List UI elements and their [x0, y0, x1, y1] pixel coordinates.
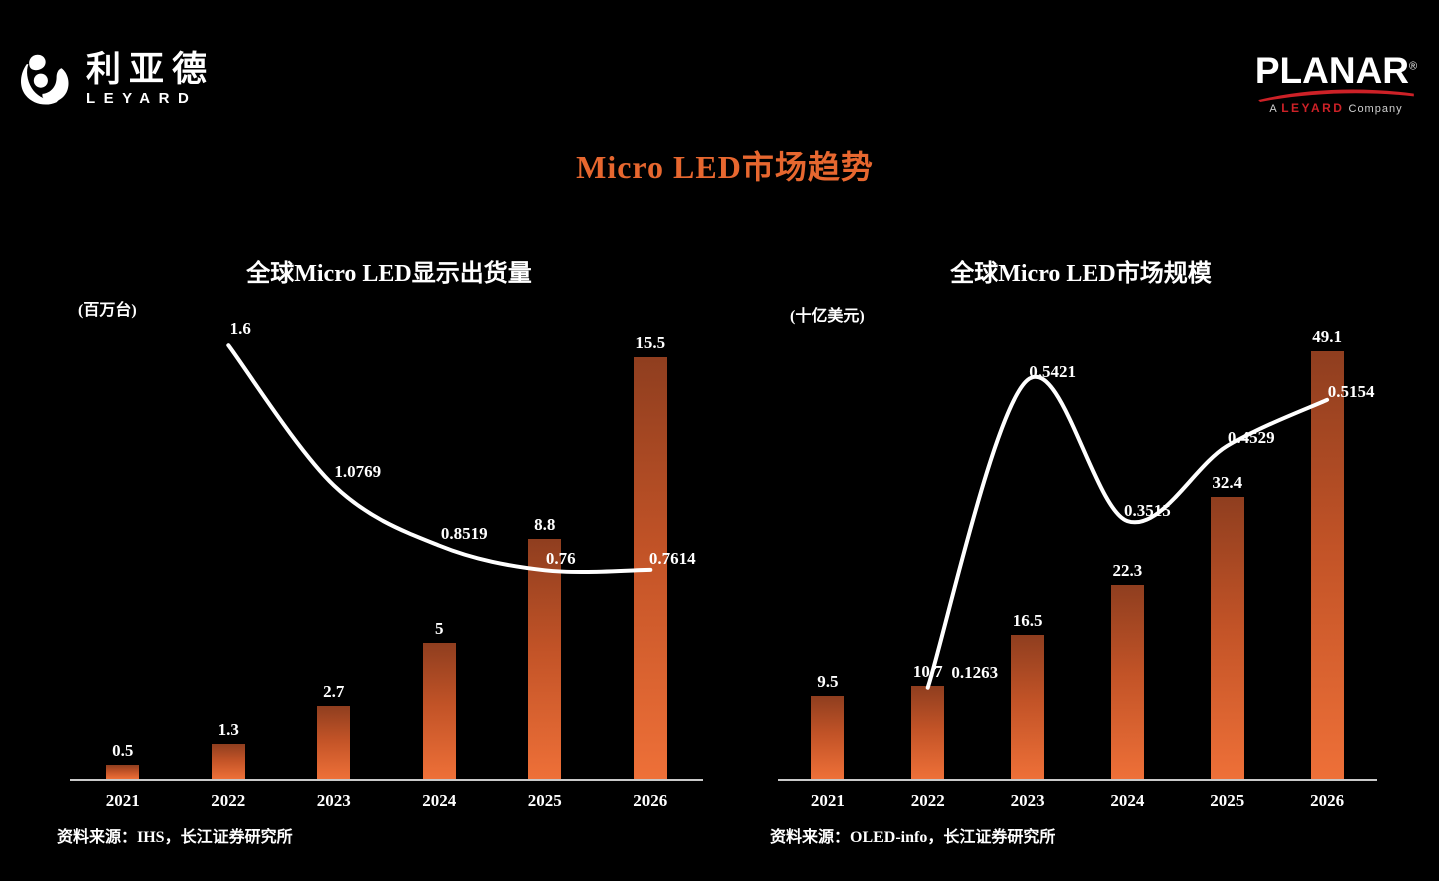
bar-value-label: 15.5	[635, 332, 666, 352]
bar-2021	[811, 696, 845, 779]
bar-value-label: 9.5	[817, 672, 839, 692]
leyard-logo: 利亚德 LEYARD	[16, 50, 215, 108]
planar-wordmark: PLANAR®	[1254, 50, 1418, 91]
leyard-swirl-icon	[21, 54, 69, 105]
x-axis-label: 2021	[105, 791, 140, 810]
bar-value-label: 0.5	[112, 741, 134, 761]
registered-mark: ®	[1409, 60, 1418, 73]
leyard-en-text: LEYARD	[86, 90, 198, 107]
bar-value-label: 5	[435, 618, 444, 638]
line-value-label: 0.3515	[1124, 501, 1171, 521]
planar-logo: PLANAR® A LEYARD Company	[1252, 52, 1420, 115]
leyard-cn-text: 利亚德	[86, 50, 216, 89]
line-value-label: 0.7614	[648, 548, 696, 568]
x-axis-label: 2026	[633, 791, 668, 810]
x-axis-label: 2024	[1110, 791, 1145, 810]
line-value-label: 0.5421	[1029, 362, 1076, 381]
bar-value-label: 49.1	[1312, 327, 1342, 346]
bar-value-label: 8.8	[534, 515, 556, 535]
bar-2022	[211, 743, 245, 779]
left-chart-unit: (百万台)	[78, 302, 137, 319]
planar-sub-company: Company	[1348, 103, 1403, 115]
x-axis-label: 2025	[527, 791, 562, 810]
left-chart-title: 全球Micro LED显示出货量	[246, 261, 532, 287]
line-value-label: 1.6	[229, 319, 251, 339]
line-value-label: 0.8519	[440, 523, 488, 543]
bar-2025	[1210, 496, 1244, 779]
line-value-label: 0.76	[545, 549, 576, 569]
trend-line	[226, 343, 653, 574]
bar-2024	[422, 642, 456, 780]
planar-sub-a: A	[1269, 103, 1278, 115]
x-axis-label: 2023	[316, 791, 351, 810]
line-value-label: 0.1263	[951, 662, 999, 682]
bar-2023	[1011, 635, 1045, 779]
page-title: Micro LED市场趋势	[576, 149, 874, 185]
bar-2026	[1310, 351, 1344, 779]
bar-2023	[317, 705, 351, 779]
bar-value-label: 10.7	[912, 661, 943, 681]
line-value-label: 0.5154	[1327, 381, 1375, 401]
x-axis-label: 2021	[810, 791, 845, 810]
x-axis-label: 2022	[211, 791, 246, 810]
bar-value-label: 32.4	[1212, 472, 1243, 492]
right-chart-title: 全球Micro LED市场规模	[950, 261, 1212, 287]
right-chart-source: 资料来源：OLED-info，长江证券研究所	[770, 829, 1056, 846]
left-chart-source: 资料来源：IHS，长江证券研究所	[57, 829, 293, 846]
right-chart-unit: (十亿美元)	[790, 308, 865, 325]
bar-value-label: 16.5	[1012, 611, 1043, 631]
bar-value-label: 1.3	[217, 719, 239, 739]
line-value-label: 0.4529	[1227, 428, 1275, 448]
bar-2021	[106, 765, 140, 779]
bar-2024	[1110, 584, 1144, 779]
planar-swoosh-icon	[1258, 89, 1414, 102]
x-axis	[778, 779, 1377, 781]
x-axis-label: 2026	[1310, 791, 1345, 810]
x-axis-label: 2025	[1210, 791, 1245, 810]
bar-2025	[528, 539, 562, 779]
planar-sub-leyard: LEYARD	[1281, 101, 1345, 115]
bar-2022	[911, 685, 945, 779]
bar-value-label: 2.7	[323, 681, 345, 701]
x-axis	[70, 779, 703, 781]
x-axis-label: 2024	[422, 791, 457, 810]
planar-subtitle: A LEYARD Company	[1252, 101, 1420, 115]
x-axis-label: 2023	[1010, 791, 1045, 810]
x-axis-label: 2022	[910, 791, 945, 810]
bar-value-label: 22.3	[1112, 560, 1143, 580]
leyard-wordmark: 利亚德 LEYARD	[86, 52, 215, 106]
line-value-label: 1.0769	[334, 462, 382, 482]
